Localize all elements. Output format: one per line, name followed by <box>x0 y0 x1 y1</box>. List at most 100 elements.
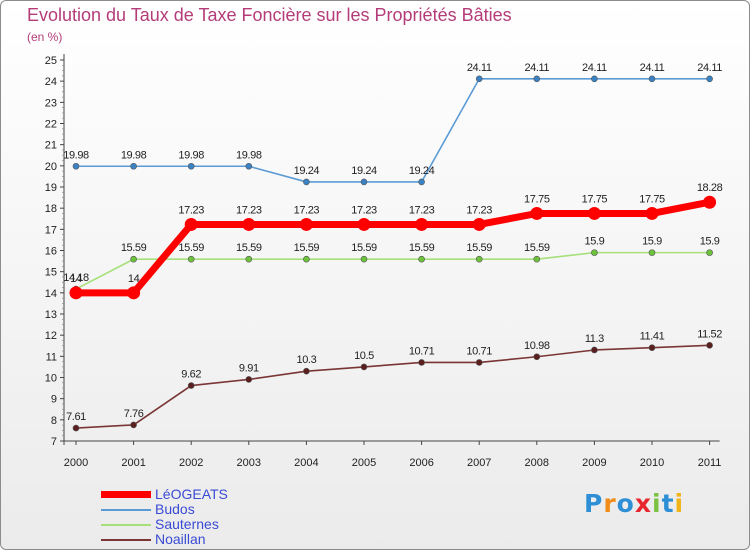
data-point <box>591 346 598 354</box>
data-point <box>187 255 195 263</box>
proxiti-logo: Proxiti <box>584 489 684 518</box>
data-point <box>360 178 368 186</box>
x-tick-label: 2011 <box>698 457 722 469</box>
data-label: 15.59 <box>409 242 435 254</box>
data-point <box>130 421 137 429</box>
data-point <box>303 255 310 263</box>
y-tick-label: 12 <box>45 330 57 342</box>
legend-label: LéOGEATS <box>155 486 228 502</box>
y-tick-label: 13 <box>45 309 57 321</box>
data-point <box>130 255 137 263</box>
y-tick-label: 21 <box>45 140 57 152</box>
y-tick-label: 11 <box>46 351 57 363</box>
logo-letter: o <box>616 489 635 518</box>
data-point <box>242 217 256 231</box>
data-label: 17.23 <box>466 204 492 216</box>
series-line-noaillan <box>75 344 711 429</box>
data-point <box>648 75 656 83</box>
data-label: 9.62 <box>181 369 201 381</box>
data-label: 14.18 <box>63 272 89 284</box>
x-tick-label: 2005 <box>352 457 376 469</box>
data-label: 15.9 <box>642 236 662 248</box>
data-label: 11.41 <box>640 331 665 343</box>
data-label: 17.23 <box>409 204 435 216</box>
legend-label: Budos <box>155 501 195 517</box>
legend-swatch <box>101 538 151 541</box>
data-point <box>533 75 541 83</box>
data-label: 10.5 <box>354 350 374 362</box>
data-label: 14 <box>128 273 140 285</box>
data-point <box>475 75 483 83</box>
series-line-léogeats <box>72 198 714 297</box>
data-point <box>187 162 195 170</box>
data-point <box>533 255 541 263</box>
logo-letter: t <box>661 489 675 518</box>
data-label: 11.52 <box>697 328 722 340</box>
data-point <box>530 206 544 220</box>
logo-letter: P <box>584 489 604 518</box>
data-point <box>245 255 253 263</box>
data-point <box>475 255 483 263</box>
data-label: 15.59 <box>524 242 550 254</box>
data-label: 17.75 <box>639 193 665 205</box>
data-point <box>648 344 656 351</box>
y-tick-label: 23 <box>45 97 57 109</box>
x-tick-label: 2000 <box>64 457 88 469</box>
x-tick-label: 2003 <box>237 457 261 469</box>
data-label: 10.3 <box>296 354 316 366</box>
unit-label: (en %) <box>27 30 63 44</box>
data-label: 17.75 <box>524 193 550 205</box>
data-point <box>130 162 137 170</box>
data-point <box>418 178 425 186</box>
data-label: 18.28 <box>697 182 723 194</box>
logo-letter: i <box>652 489 662 518</box>
data-point <box>472 217 486 231</box>
data-point <box>648 249 656 256</box>
data-point <box>706 75 713 83</box>
data-point <box>591 249 598 256</box>
legend-swatch <box>101 508 151 511</box>
data-point <box>418 359 425 366</box>
y-tick-label: 22 <box>45 119 57 131</box>
y-tick-label: 7 <box>51 436 57 448</box>
data-point <box>533 353 541 361</box>
data-label: 24.11 <box>524 62 549 74</box>
legend-label: Sauternes <box>155 516 219 532</box>
data-label: 19.24 <box>409 165 435 177</box>
y-tick-label: 16 <box>45 246 57 258</box>
logo-letter: r <box>603 489 617 518</box>
y-tick-label: 9 <box>51 394 57 406</box>
data-label: 10.71 <box>409 345 435 357</box>
data-point <box>703 195 717 209</box>
legend-swatch <box>101 491 151 498</box>
data-point <box>706 249 713 256</box>
data-point <box>475 359 483 366</box>
data-point <box>245 376 253 383</box>
logo-letter: i <box>674 489 685 518</box>
series-line-sauternes <box>75 251 711 290</box>
x-tick-label: 2001 <box>121 457 145 469</box>
y-tick-label: 8 <box>51 415 57 427</box>
data-label: 19.24 <box>351 165 377 177</box>
legend-swatch <box>101 523 151 526</box>
data-label: 14 <box>70 273 82 285</box>
data-label: 24.11 <box>697 62 722 74</box>
y-tick-label: 15 <box>45 267 57 279</box>
data-point <box>299 217 313 231</box>
x-tick-label: 2004 <box>294 457 318 469</box>
series-line-budos <box>75 78 711 183</box>
x-tick-label: 2010 <box>640 457 664 469</box>
data-point <box>69 286 83 300</box>
y-tick-label: 18 <box>45 203 57 215</box>
data-label: 10.98 <box>524 340 550 352</box>
data-label: 19.98 <box>63 149 89 161</box>
y-tick-label: 24 <box>45 76 57 88</box>
data-point <box>360 255 368 263</box>
data-label: 11.3 <box>585 333 604 345</box>
x-tick-label: 2007 <box>467 457 491 469</box>
data-label: 24.11 <box>467 62 492 74</box>
data-point <box>418 255 425 263</box>
y-tick-label: 17 <box>45 224 57 236</box>
data-point <box>184 217 198 231</box>
